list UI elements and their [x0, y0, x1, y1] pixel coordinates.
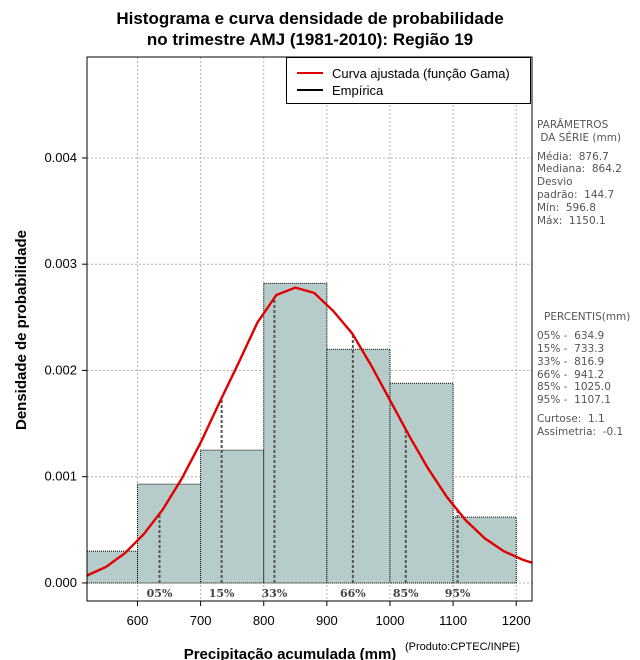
x-tick-label: 1100 — [439, 613, 467, 628]
histogram-bar — [452, 516, 517, 584]
percentis-title: PERCENTIS(mm) — [544, 311, 631, 324]
x-tick-label: 1000 — [376, 613, 405, 628]
histogram-bar — [200, 449, 265, 584]
param-assimetria: Assimetria: -0.1 — [537, 425, 624, 438]
param-desvio-2: padrão: 144.7 — [537, 188, 615, 201]
param-max: Máx: 1150.1 — [537, 214, 606, 227]
x-tick-label: 1200 — [502, 613, 531, 628]
percentile-label: 05% — [147, 587, 173, 600]
legend-label-empirical: Empírica — [332, 82, 384, 98]
legend-item-empirical: Empírica — [297, 82, 383, 98]
y-tick-label: 0.004 — [44, 150, 77, 165]
chart-title-line-1: Histograma e curva densidade de probabil… — [116, 9, 504, 28]
percentile-label: 95% — [445, 587, 471, 600]
x-tick-label: 700 — [190, 613, 212, 628]
percentile-label: 85% — [393, 587, 419, 600]
param-media: Média: 876.7 — [537, 150, 609, 163]
x-tick-label: 800 — [253, 613, 275, 628]
params-title-2: DA SÉRIE (mm) — [537, 131, 622, 144]
param-curtose: Curtose: 1.1 — [537, 412, 605, 425]
x-tick-label: 600 — [127, 613, 149, 628]
param-min: Mín: 596.8 — [537, 201, 596, 214]
param-desvio-1: Desvio — [537, 176, 573, 189]
percentil-85: 85% - 1025.0 — [537, 381, 611, 394]
histogram-bar — [263, 282, 328, 584]
percentile-label: 15% — [209, 587, 235, 600]
legend-item-fitted: Curva ajustada (função Gama) — [297, 65, 510, 81]
series-parameters-panel: PARÂMETROS DA SÉRIE (mm) Média: 876.7 Me… — [537, 119, 640, 439]
y-tick-label: 0.000 — [44, 575, 77, 590]
y-axis-label: Densidade de probabilidade — [13, 230, 30, 430]
param-mediana: Mediana: 864.2 — [537, 163, 622, 176]
fitted-curve-line — [87, 286, 532, 577]
percentil-66: 66% - 941.2 — [537, 368, 605, 381]
percentile-label: 66% — [340, 587, 366, 600]
percentil-05: 05% - 634.9 — [537, 330, 605, 343]
chart-title-line-2: no trimestre AMJ (1981-2010): Região 19 — [146, 30, 474, 49]
y-tick-label: 0.002 — [44, 362, 77, 377]
percentile-label: 33% — [262, 587, 288, 600]
params-title-1: PARÂMETROS — [537, 119, 609, 131]
histogram-bar — [87, 550, 138, 584]
y-tick-label: 0.001 — [44, 469, 77, 484]
x-axis-label: Precipitação acumulada (mm) — [184, 646, 397, 660]
x-tick-label: 900 — [316, 613, 338, 628]
chart-title: Histograma e curva densidade de probabil… — [0, 8, 620, 50]
legend: Curva ajustada (função Gama) Empírica — [286, 57, 531, 104]
y-tick-label: 0.003 — [44, 256, 77, 271]
legend-swatch-fitted — [297, 72, 323, 74]
percentil-33: 33% - 816.9 — [537, 355, 605, 368]
legend-label-fitted: Curva ajustada (função Gama) — [332, 65, 510, 81]
histogram-bar — [326, 348, 391, 584]
percentil-95: 95% - 1107.1 — [537, 394, 611, 407]
histogram-bar — [389, 382, 454, 584]
percentil-15: 15% - 733.3 — [537, 342, 605, 355]
legend-swatch-empirical — [297, 89, 323, 91]
credit-text: (Produto:CPTEC/INPE) — [405, 641, 520, 653]
